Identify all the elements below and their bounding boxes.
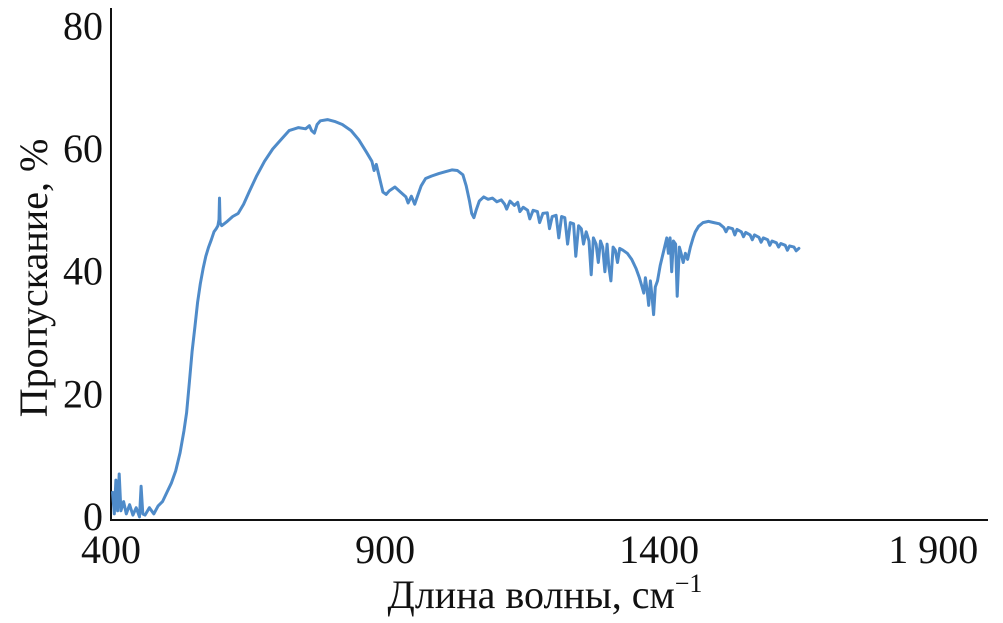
transmittance-series-line xyxy=(111,118,801,519)
x-tick-label: 1400 xyxy=(619,527,699,572)
x-axis-title-superscript: −1 xyxy=(675,569,703,598)
y-tick-labels: 0 20 40 60 80 xyxy=(63,3,103,539)
y-tick-label: 20 xyxy=(63,371,103,416)
y-tick-label: 60 xyxy=(63,126,103,171)
x-axis-title-text: Длина волны, см xyxy=(388,572,675,617)
x-tick-label: 400 xyxy=(81,527,141,572)
chart-axes xyxy=(110,8,988,521)
y-tick-label: 80 xyxy=(63,3,103,48)
y-axis-title: Пропускание, % xyxy=(11,139,56,418)
x-tick-label: 900 xyxy=(355,527,415,572)
x-axis-title: Длина волны, см−1 xyxy=(388,569,703,617)
x-tick-labels: 400 900 1400 1 900 xyxy=(81,527,978,572)
y-tick-label: 0 xyxy=(83,494,103,539)
y-tick-label: 40 xyxy=(63,249,103,294)
x-tick-label: 1 900 xyxy=(888,527,978,572)
series-layer xyxy=(111,118,801,519)
